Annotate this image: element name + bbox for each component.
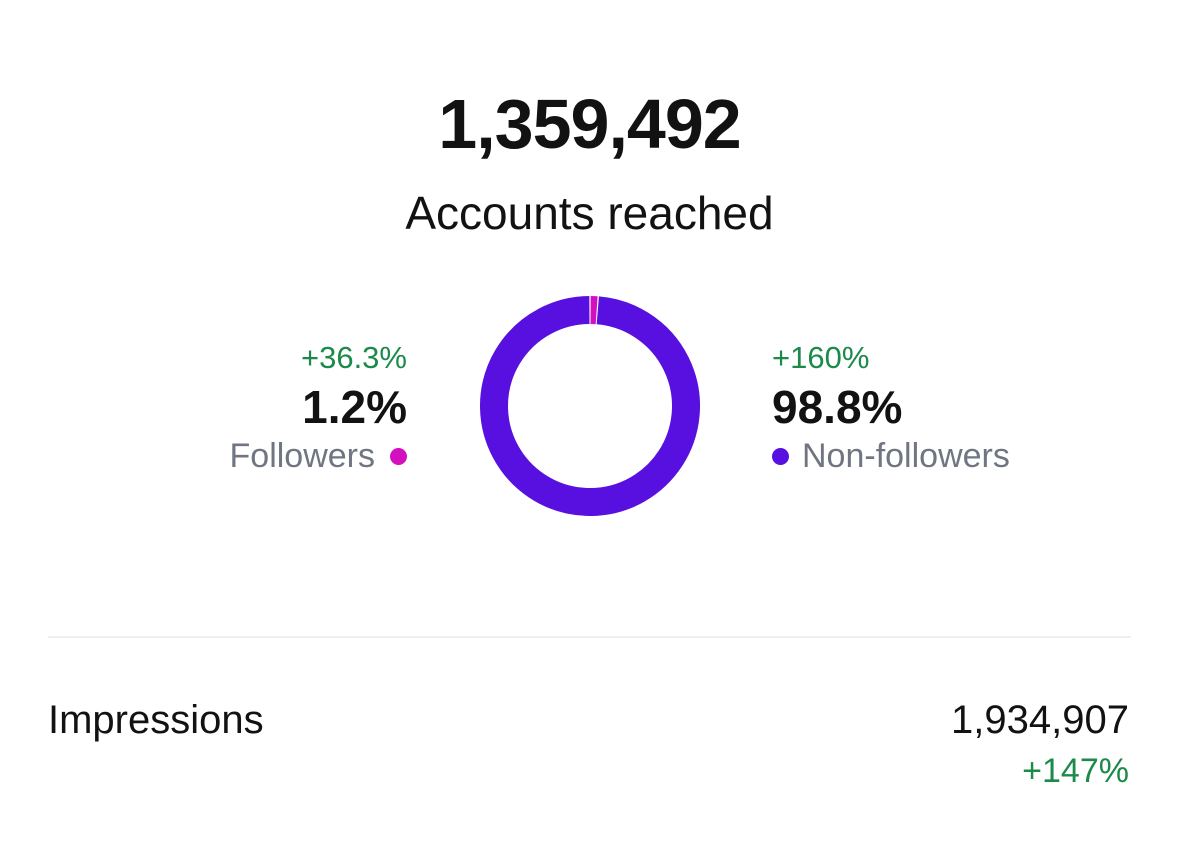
non-followers-stat: +160% 98.8% Non-followers bbox=[772, 338, 1092, 479]
impressions-value: 1,934,907 bbox=[951, 698, 1129, 742]
reach-donut-chart bbox=[480, 296, 700, 516]
section-divider bbox=[48, 636, 1131, 638]
followers-legend-dot bbox=[390, 447, 407, 465]
impressions-label: Impressions bbox=[48, 698, 264, 742]
followers-change: +36.3% bbox=[300, 340, 407, 375]
non-followers-legend-label: Non-followers bbox=[802, 437, 1010, 475]
non-followers-percent: 98.8% bbox=[772, 381, 903, 433]
followers-stat: +36.3% 1.2% Followers bbox=[87, 338, 407, 479]
non-followers-change: +160% bbox=[772, 340, 870, 375]
accounts-reached-label: Accounts reached bbox=[405, 187, 774, 239]
followers-legend: Followers bbox=[87, 433, 407, 479]
followers-legend-label: Followers bbox=[229, 437, 375, 475]
accounts-reached-count: 1,359,492 bbox=[438, 85, 741, 163]
non-followers-legend: Non-followers bbox=[772, 433, 1092, 479]
donut-slice-non-followers bbox=[480, 296, 700, 516]
impressions-change: +147% bbox=[1022, 752, 1129, 790]
non-followers-legend-dot bbox=[772, 447, 789, 465]
followers-percent: 1.2% bbox=[302, 381, 407, 433]
